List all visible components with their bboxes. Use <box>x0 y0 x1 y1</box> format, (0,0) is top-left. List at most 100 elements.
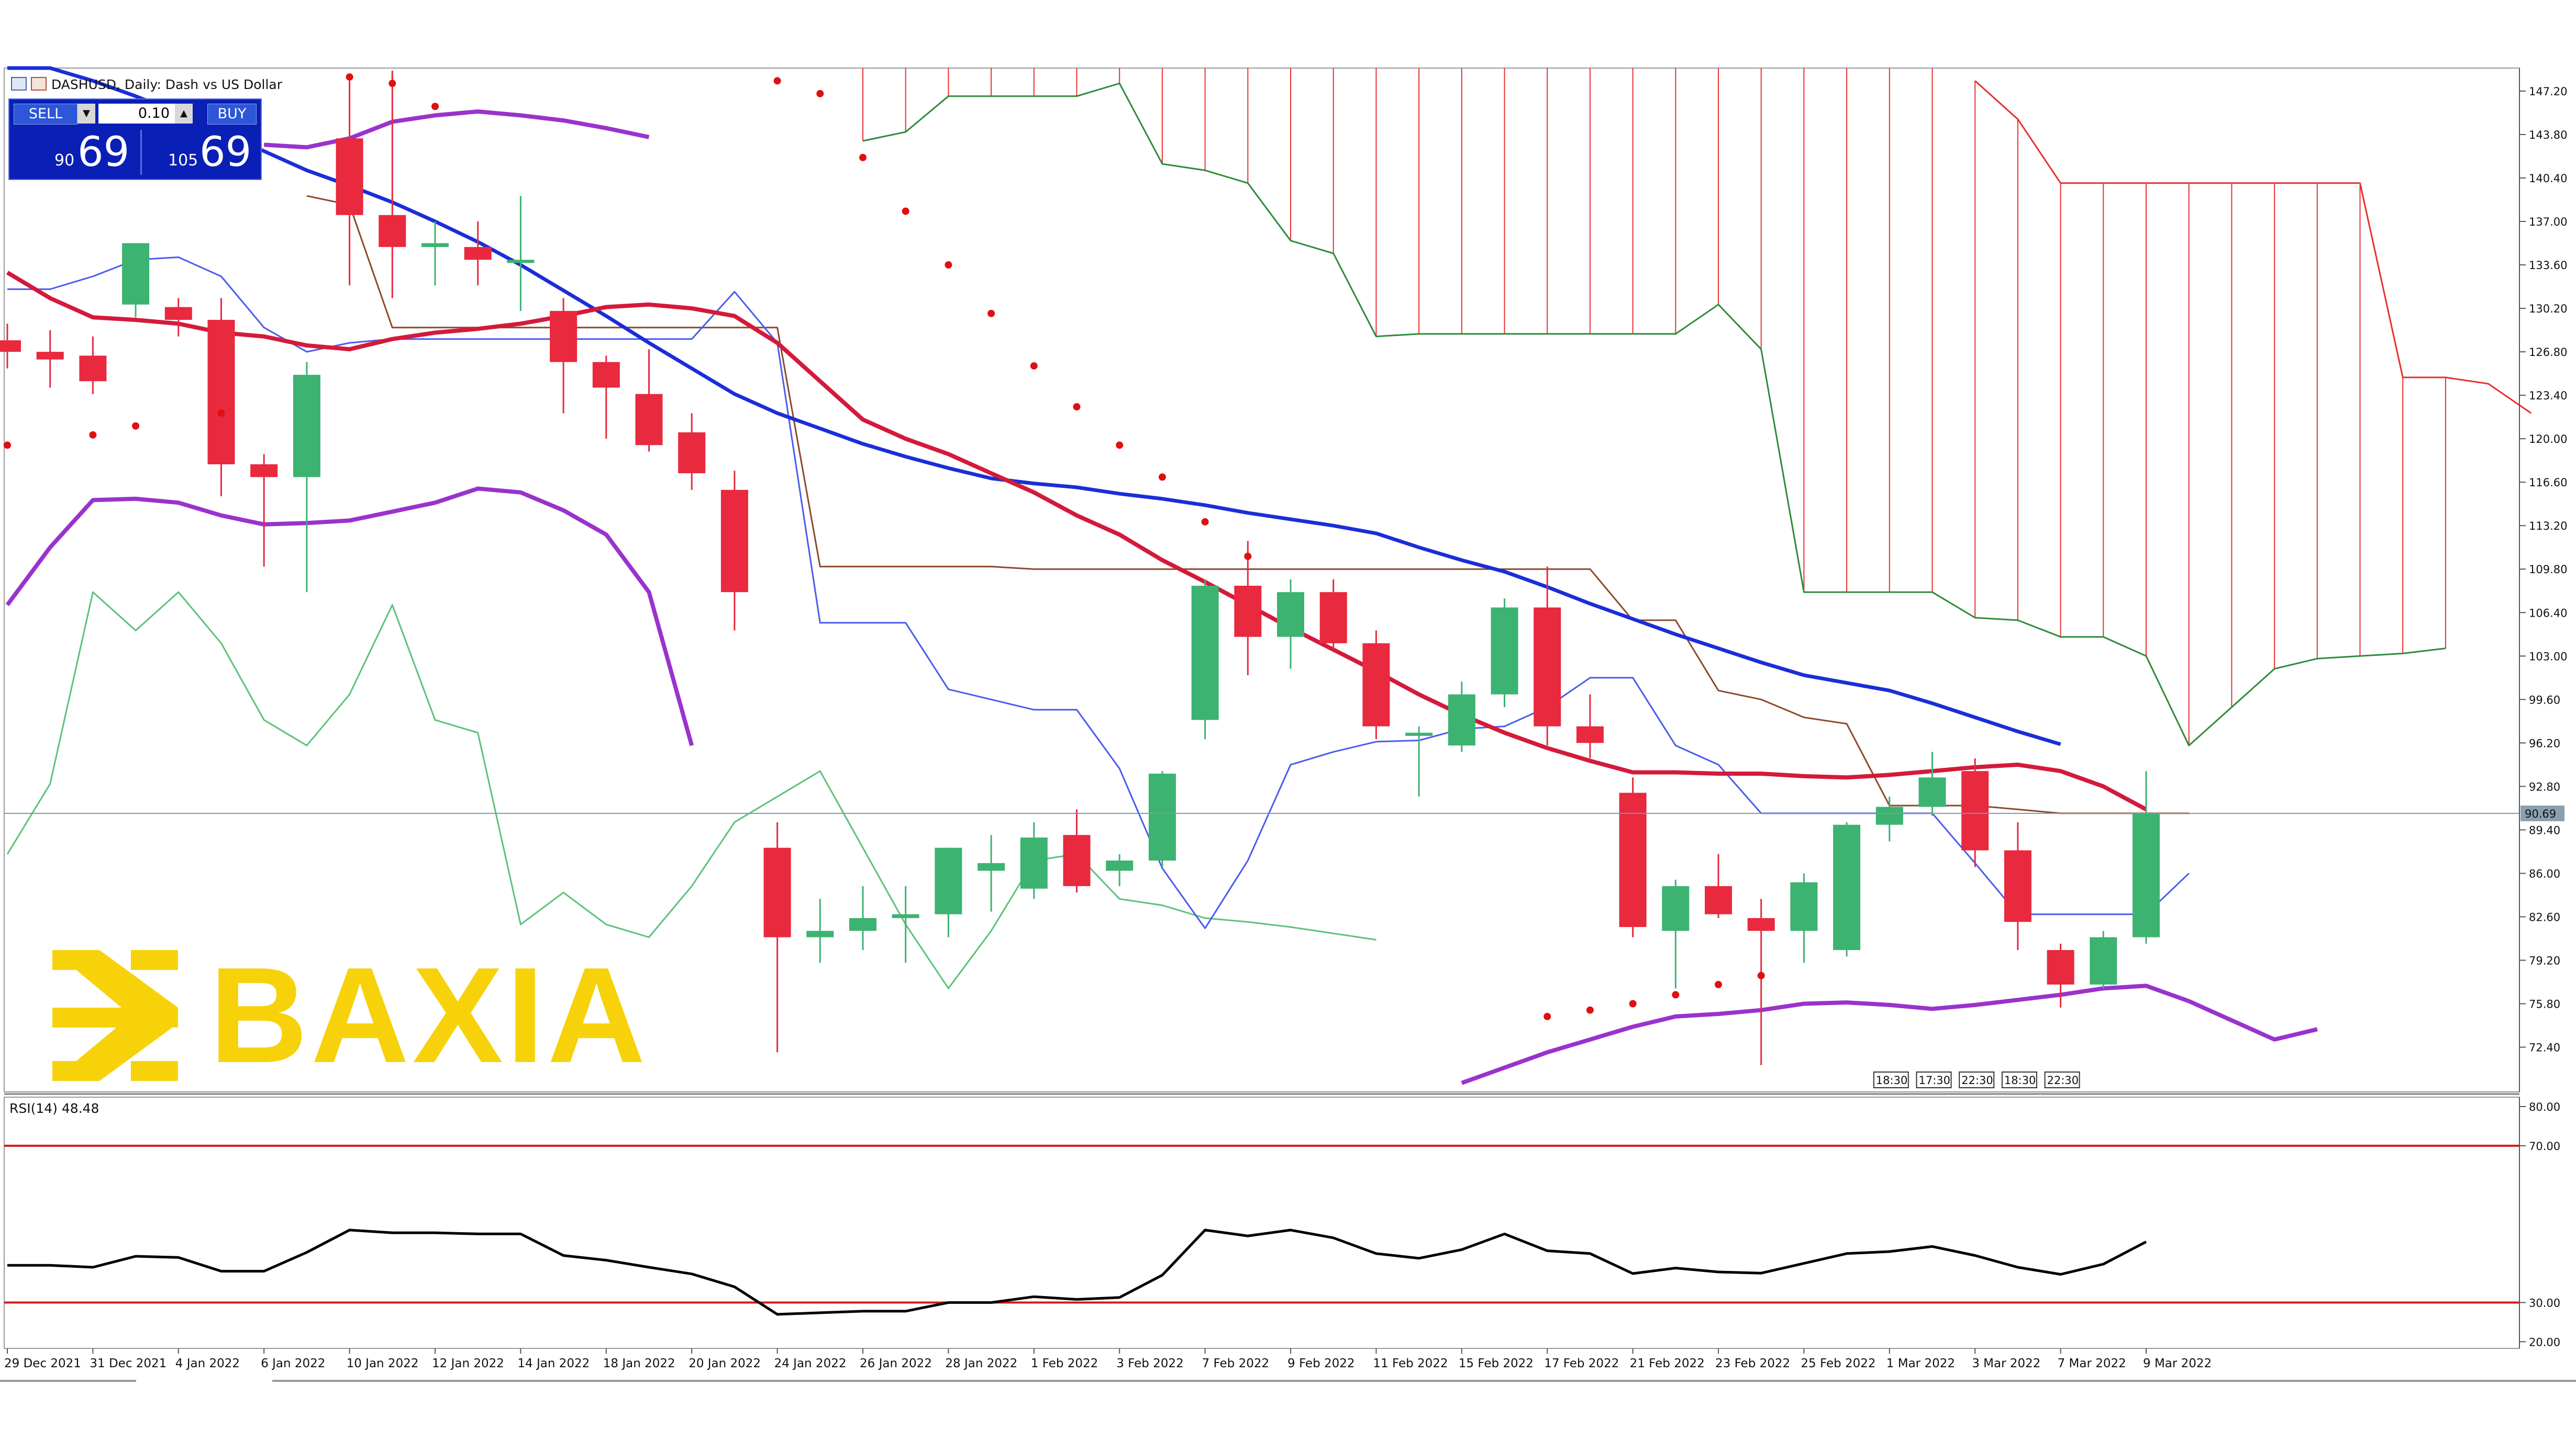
price-tick-label: 86.00 <box>2529 867 2560 880</box>
candle-bear <box>550 310 578 362</box>
date-label: 3 Feb 2022 <box>1116 1357 1184 1370</box>
candles[interactable] <box>0 70 2160 1065</box>
buy-button[interactable]: BUY <box>207 104 257 125</box>
candle-bull <box>849 918 876 931</box>
date-label: 1 Feb 2022 <box>1031 1357 1098 1370</box>
date-label: 15 Feb 2022 <box>1459 1357 1534 1370</box>
lot-size-input[interactable]: 0.10 ▼ ▲ <box>77 104 193 124</box>
candle-bull <box>1833 824 1861 950</box>
date-label: 23 Feb 2022 <box>1715 1357 1790 1370</box>
price-tick-label: 123.40 <box>2529 389 2567 402</box>
cloud-span-a-line <box>1974 80 2532 414</box>
bollinger-lower-line <box>1461 984 2318 1085</box>
price-tick-label: 82.60 <box>2529 911 2560 923</box>
psar-dot <box>816 90 824 97</box>
time-tag-box <box>1959 1071 1995 1088</box>
sell-price-small: 90 <box>54 151 75 170</box>
price-tick-label: 72.40 <box>2529 1042 2560 1054</box>
psar-dot <box>1757 972 1765 979</box>
price-tick-label: 109.80 <box>2529 563 2567 576</box>
candle-bear <box>1576 726 1604 743</box>
time-tags: 18:30 17:30 22:30 18:30 22:30 <box>1873 1071 2080 1088</box>
buy-price[interactable]: 105 69 <box>140 130 258 175</box>
candle-bear <box>79 355 107 382</box>
psar-dot <box>1116 441 1124 449</box>
psar-dot <box>132 422 140 430</box>
candle-bull <box>2133 813 2160 937</box>
psar-dot <box>1544 1012 1551 1020</box>
price-tick-label: 126.80 <box>2529 346 2567 359</box>
price-tick-label: 130.20 <box>2529 303 2567 315</box>
candle-bear <box>592 362 620 388</box>
candle-bear <box>678 432 706 474</box>
candle-bear <box>250 464 278 477</box>
price-tick-label: 133.60 <box>2529 259 2567 272</box>
date-label: 9 Feb 2022 <box>1287 1357 1355 1370</box>
psar-dot <box>217 409 225 417</box>
date-label: 29 Dec 2021 <box>4 1357 81 1370</box>
current-price-tag <box>2521 805 2564 821</box>
lot-increase-arrow-icon[interactable]: ▲ <box>175 104 193 124</box>
price-tick-label: 140.40 <box>2529 172 2567 185</box>
parabolic-sar <box>4 73 1765 1020</box>
date-label: 12 Jan 2022 <box>432 1357 504 1370</box>
candle-bear <box>1534 607 1561 727</box>
candle-bull <box>1106 861 1134 871</box>
candle-bear <box>720 489 748 593</box>
current-price-label: 90.69 <box>2525 808 2556 820</box>
price-axis: 147.20 143.80 140.40 137.00 133.60 130.20 126.… <box>2519 68 2567 1092</box>
time-tag-label: 22:30 <box>2047 1074 2079 1087</box>
date-label: 28 Jan 2022 <box>945 1357 1017 1370</box>
bollinger-lower-line <box>5 486 694 746</box>
sell-button[interactable]: SELL <box>14 104 77 125</box>
psar-dot <box>346 73 353 81</box>
chart-window-icon <box>11 77 27 91</box>
rsi-label: RSI(14) 48.48 <box>9 1101 99 1116</box>
candle-bear <box>36 352 64 360</box>
price-tick-label: 113.20 <box>2529 520 2567 532</box>
candle-bear <box>464 247 492 260</box>
candle-bull <box>1448 694 1475 746</box>
rsi-line <box>7 1229 2147 1316</box>
candle-bull <box>1020 838 1048 889</box>
baxia-logo-mark-icon <box>52 950 178 1081</box>
candle-bear <box>336 138 363 215</box>
chart-header: DASHUSD, Daily: Dash vs US Dollar RSI(14… <box>9 77 283 1116</box>
date-label: 4 Jan 2022 <box>175 1357 240 1370</box>
rsi-tick-label: 20.00 <box>2529 1336 2560 1348</box>
date-label: 3 Mar 2022 <box>1972 1357 2040 1370</box>
psar-dot <box>773 77 781 85</box>
bollinger-upper-line <box>263 109 650 150</box>
sell-price-big: 69 <box>77 129 130 176</box>
symbol-title: DASHUSD, Daily: Dash vs US Dollar <box>51 77 283 92</box>
rsi-panel-frame <box>4 1097 2520 1349</box>
time-tag-box <box>1873 1071 1909 1088</box>
candle-bull <box>507 260 535 263</box>
lot-decrease-arrow-icon[interactable]: ▼ <box>77 104 95 124</box>
sell-price[interactable]: 90 69 <box>14 130 133 175</box>
candle-bull <box>1662 886 1690 931</box>
candle-bull <box>1491 607 1518 695</box>
date-label: 6 Jan 2022 <box>261 1357 325 1370</box>
price-tick-label: 79.20 <box>2529 954 2560 967</box>
price-tick-label: 143.80 <box>2529 129 2567 141</box>
candle-bear <box>1619 793 1647 927</box>
psar-dot <box>1030 362 1038 370</box>
date-label: 24 Jan 2022 <box>774 1357 847 1370</box>
psar-dot <box>1586 1006 1594 1014</box>
psar-dot <box>902 207 909 215</box>
candle-bull <box>293 375 320 477</box>
psar-dot <box>1715 980 1722 988</box>
price-tick-label: 147.20 <box>2529 85 2567 98</box>
time-tag-box <box>1916 1071 1952 1088</box>
date-label: 11 Feb 2022 <box>1373 1357 1448 1370</box>
psar-dot <box>1244 552 1252 560</box>
price-tick-label: 75.80 <box>2529 998 2560 1011</box>
lot-size-value: 0.10 <box>138 105 170 121</box>
candle-bear <box>1234 585 1262 637</box>
price-tick-label: 120.00 <box>2529 433 2567 445</box>
price-tick-label: 106.40 <box>2529 607 2567 619</box>
candle-bear <box>2004 850 2031 922</box>
price-tick-label: 89.40 <box>2529 824 2560 836</box>
